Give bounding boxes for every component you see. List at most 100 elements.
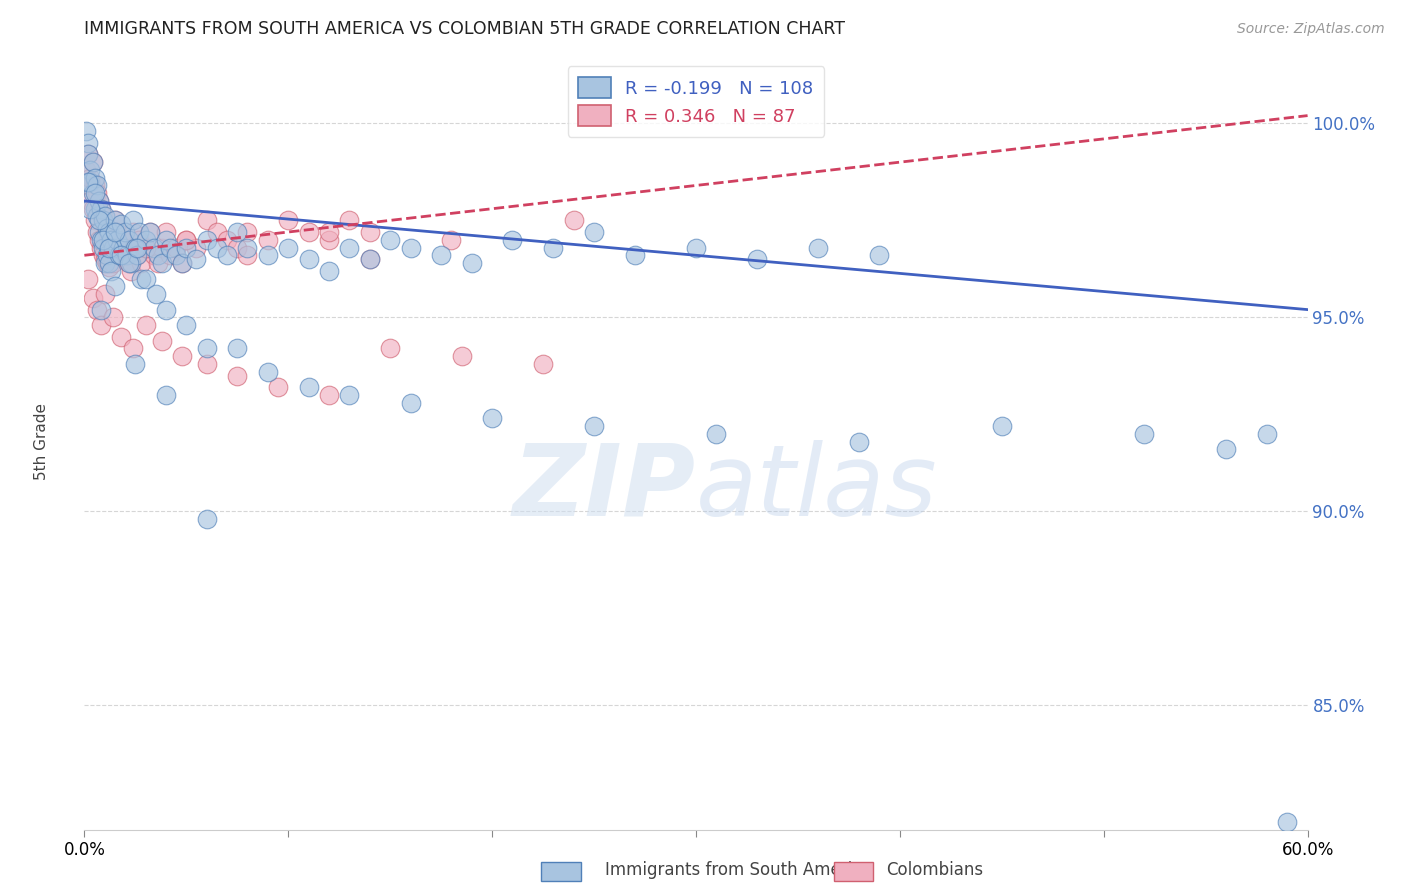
Point — [79, 194, 101, 208]
Text: Colombians: Colombians — [886, 861, 983, 879]
Point — [461, 256, 484, 270]
Point — [155, 302, 177, 317]
Point — [195, 342, 218, 356]
Point — [150, 240, 173, 254]
Point — [79, 162, 101, 177]
Point — [318, 233, 340, 247]
Point — [97, 240, 120, 254]
Point — [150, 334, 173, 348]
Point — [226, 368, 249, 383]
Point — [165, 248, 187, 262]
Point — [226, 342, 249, 356]
Point — [75, 124, 97, 138]
Point — [104, 225, 127, 239]
Point — [380, 342, 402, 356]
Point — [807, 240, 830, 254]
Text: atlas: atlas — [696, 440, 938, 537]
Point — [145, 287, 167, 301]
Point — [83, 170, 105, 185]
Point — [155, 225, 177, 239]
Point — [205, 225, 228, 239]
Point — [450, 349, 472, 363]
Point — [82, 202, 104, 216]
Point — [195, 213, 218, 227]
Point — [1133, 426, 1156, 441]
Point — [86, 178, 108, 193]
Point — [543, 240, 565, 254]
Point — [205, 240, 228, 254]
Point — [172, 349, 194, 363]
Point — [146, 256, 169, 270]
Point — [96, 248, 118, 262]
Point — [174, 318, 197, 332]
Point — [226, 225, 249, 239]
Point — [108, 240, 131, 254]
Point — [110, 248, 132, 262]
Point — [131, 271, 153, 285]
Point — [142, 240, 165, 254]
Point — [146, 248, 169, 262]
Point — [120, 256, 142, 270]
Point — [118, 256, 141, 270]
Point — [105, 233, 128, 247]
Point — [101, 240, 124, 254]
Point — [186, 252, 208, 267]
Point — [96, 221, 118, 235]
Point — [86, 210, 108, 224]
Point — [869, 248, 891, 262]
Point — [583, 419, 606, 434]
Point — [399, 240, 422, 254]
Point — [159, 248, 181, 262]
Point — [105, 225, 128, 239]
Point — [706, 426, 728, 441]
Point — [174, 233, 197, 247]
Point — [115, 248, 138, 262]
Point — [359, 252, 381, 267]
Point — [339, 388, 361, 402]
Point — [359, 252, 381, 267]
Point — [82, 186, 104, 201]
Point — [82, 155, 104, 169]
Point — [174, 233, 197, 247]
Text: ZIP: ZIP — [513, 440, 696, 537]
Point — [172, 256, 194, 270]
Point — [747, 252, 769, 267]
Point — [112, 240, 135, 254]
Point — [77, 175, 100, 189]
Point — [91, 213, 114, 227]
Point — [1215, 442, 1237, 457]
Point — [142, 248, 165, 262]
Point — [135, 271, 157, 285]
Point — [93, 217, 115, 231]
Point — [298, 225, 321, 239]
Point — [155, 233, 177, 247]
Point — [339, 213, 361, 227]
Point — [77, 147, 100, 161]
Point — [217, 248, 239, 262]
Point — [195, 233, 218, 247]
Point — [562, 213, 585, 227]
Point — [97, 233, 120, 247]
Point — [685, 240, 707, 254]
Point — [77, 147, 100, 161]
Point — [217, 233, 239, 247]
Point — [118, 233, 141, 247]
Point — [114, 240, 136, 254]
Point — [118, 256, 141, 270]
Point — [236, 248, 259, 262]
Point — [108, 248, 131, 262]
Point — [110, 248, 132, 262]
Point — [83, 213, 105, 227]
Point — [128, 225, 150, 239]
Point — [165, 240, 187, 254]
Point — [91, 210, 114, 224]
Point — [93, 287, 115, 301]
Point — [100, 240, 122, 254]
Point — [104, 279, 127, 293]
Point — [90, 302, 112, 317]
Point — [93, 252, 115, 267]
Point — [138, 225, 160, 239]
Point — [186, 240, 208, 254]
Point — [122, 213, 145, 227]
Point — [128, 233, 150, 247]
